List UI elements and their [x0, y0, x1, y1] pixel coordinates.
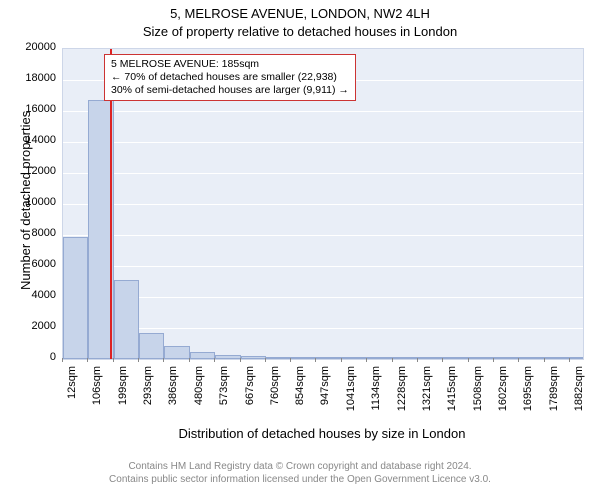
- histogram-bar: [114, 280, 139, 359]
- legend-line-3: 30% of semi-detached houses are larger (…: [111, 84, 349, 97]
- x-tick-label: 854sqm: [294, 366, 306, 416]
- y-tick-label: 14000: [14, 134, 56, 146]
- x-tick-label: 12sqm: [66, 366, 78, 416]
- histogram-bar: [545, 357, 570, 359]
- chart-footer: Contains HM Land Registry data © Crown c…: [0, 460, 600, 486]
- y-tick-label: 16000: [14, 103, 56, 115]
- histogram-bar: [291, 357, 316, 359]
- x-tick-mark: [138, 358, 139, 362]
- gridline: [63, 204, 583, 205]
- y-tick-label: 6000: [14, 258, 56, 270]
- gridline: [63, 235, 583, 236]
- x-tick-label: 1882sqm: [573, 366, 585, 416]
- x-tick-label: 1228sqm: [396, 366, 408, 416]
- gridline: [63, 173, 583, 174]
- y-tick-label: 2000: [14, 320, 56, 332]
- histogram-bar: [342, 357, 367, 359]
- chart-subtitle: Size of property relative to detached ho…: [0, 24, 600, 39]
- histogram-bar: [570, 357, 583, 359]
- x-tick-mark: [493, 358, 494, 362]
- x-tick-label: 760sqm: [269, 366, 281, 416]
- histogram-bar: [241, 356, 266, 359]
- x-tick-label: 1789sqm: [548, 366, 560, 416]
- x-tick-mark: [240, 358, 241, 362]
- x-tick-label: 1602sqm: [497, 366, 509, 416]
- x-tick-mark: [468, 358, 469, 362]
- gridline: [63, 266, 583, 267]
- legend-line-2: ← 70% of detached houses are smaller (22…: [111, 71, 349, 84]
- legend-line-1: 5 MELROSE AVENUE: 185sqm: [111, 58, 349, 71]
- x-tick-mark: [189, 358, 190, 362]
- x-tick-mark: [265, 358, 266, 362]
- x-tick-label: 1041sqm: [345, 366, 357, 416]
- x-tick-label: 1134sqm: [370, 366, 382, 416]
- x-tick-mark: [366, 358, 367, 362]
- histogram-bar: [266, 357, 291, 359]
- x-tick-label: 199sqm: [117, 366, 129, 416]
- x-tick-mark: [214, 358, 215, 362]
- footer-line-1: Contains HM Land Registry data © Crown c…: [128, 461, 471, 472]
- y-tick-label: 8000: [14, 227, 56, 239]
- x-axis-label: Distribution of detached houses by size …: [62, 426, 582, 441]
- x-tick-mark: [544, 358, 545, 362]
- histogram-bar: [469, 357, 494, 359]
- y-tick-label: 4000: [14, 289, 56, 301]
- x-tick-label: 1415sqm: [446, 366, 458, 416]
- chart-title: 5, MELROSE AVENUE, LONDON, NW2 4LH: [0, 6, 600, 21]
- x-tick-label: 386sqm: [167, 366, 179, 416]
- histogram-bar: [418, 357, 443, 359]
- gridline: [63, 328, 583, 329]
- x-tick-mark: [518, 358, 519, 362]
- y-tick-label: 0: [14, 351, 56, 363]
- x-tick-mark: [442, 358, 443, 362]
- x-tick-label: 667sqm: [244, 366, 256, 416]
- x-tick-mark: [392, 358, 393, 362]
- gridline: [63, 142, 583, 143]
- x-tick-label: 1695sqm: [522, 366, 534, 416]
- x-tick-label: 106sqm: [91, 366, 103, 416]
- x-tick-mark: [417, 358, 418, 362]
- x-tick-mark: [341, 358, 342, 362]
- histogram-bar: [443, 357, 468, 359]
- x-tick-label: 1321sqm: [421, 366, 433, 416]
- x-tick-mark: [62, 358, 63, 362]
- y-tick-label: 10000: [14, 196, 56, 208]
- x-tick-label: 480sqm: [193, 366, 205, 416]
- x-tick-label: 947sqm: [319, 366, 331, 416]
- x-tick-mark: [163, 358, 164, 362]
- histogram-bar: [393, 357, 418, 359]
- y-tick-label: 12000: [14, 165, 56, 177]
- x-tick-mark: [315, 358, 316, 362]
- gridline: [63, 111, 583, 112]
- x-tick-mark: [290, 358, 291, 362]
- x-tick-label: 1508sqm: [472, 366, 484, 416]
- y-tick-label: 18000: [14, 72, 56, 84]
- y-tick-label: 20000: [14, 41, 56, 53]
- histogram-bar: [316, 357, 341, 359]
- gridline: [63, 297, 583, 298]
- footer-line-2: Contains public sector information licen…: [109, 474, 491, 485]
- x-tick-mark: [569, 358, 570, 362]
- histogram-bar: [139, 333, 164, 359]
- property-size-chart: 5, MELROSE AVENUE, LONDON, NW2 4LH Size …: [0, 0, 600, 500]
- histogram-bar: [215, 355, 240, 359]
- x-tick-label: 293sqm: [142, 366, 154, 416]
- x-tick-label: 573sqm: [218, 366, 230, 416]
- histogram-bar: [494, 357, 519, 359]
- marker-legend: 5 MELROSE AVENUE: 185sqm ← 70% of detach…: [104, 54, 356, 101]
- histogram-bar: [63, 237, 88, 359]
- x-tick-mark: [113, 358, 114, 362]
- histogram-bar: [519, 357, 544, 359]
- histogram-bar: [190, 352, 215, 359]
- x-tick-mark: [87, 358, 88, 362]
- histogram-bar: [367, 357, 392, 359]
- histogram-bar: [164, 346, 189, 359]
